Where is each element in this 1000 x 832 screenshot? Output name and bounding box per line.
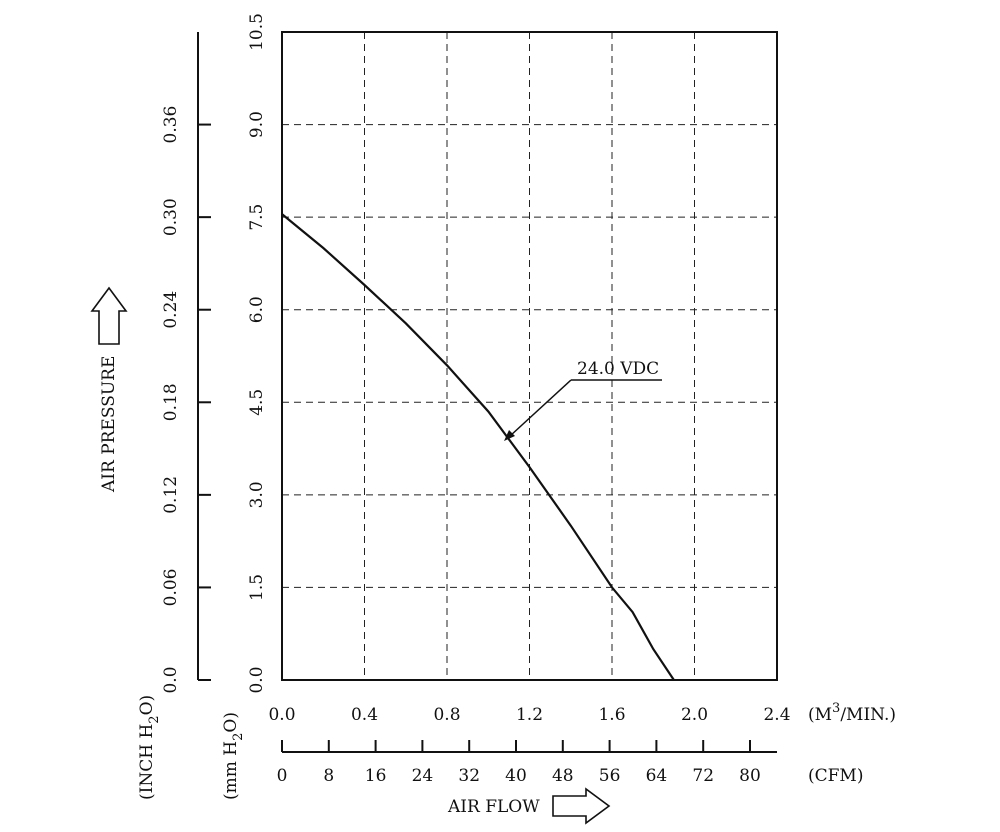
curve-layer	[281, 213, 675, 681]
y-primary-tick-label: 7.5	[247, 204, 267, 231]
x-primary-tick-label: 1.2	[516, 705, 543, 725]
y-primary-tick-label: 9.0	[247, 111, 267, 138]
series-label: 24.0 VDC	[577, 359, 659, 379]
x-secondary-tick-label: 72	[692, 766, 714, 786]
grid-layer	[282, 32, 777, 680]
x-secondary-tick-label: 16	[365, 766, 387, 786]
x-secondary-tick-label: 0	[277, 766, 288, 786]
y-primary-tick-label: 6.0	[247, 296, 267, 323]
y-secondary-tick-label: 0.12	[161, 476, 181, 514]
y-secondary-unit-label: (INCH H2O)	[137, 695, 162, 800]
x-primary-tick-labels: 0.0 0.4 0.8 1.2 1.6 2.0 2.4	[268, 705, 790, 725]
y-axis-title: AIR PRESSURE	[99, 356, 119, 493]
x-secondary-unit-label: (CFM)	[808, 766, 863, 786]
series-line	[281, 213, 675, 681]
plot-frame	[281, 31, 778, 681]
x-axis-title: AIR FLOW	[447, 797, 540, 817]
y-axis-arrow-icon	[90, 286, 128, 345]
y-primary-tick-label: 3.0	[247, 481, 267, 508]
y-primary-unit-label: (mm H2O)	[221, 712, 246, 800]
y-secondary-tick-labels: 0.0 0.06 0.12 0.18 0.24 0.30 0.36	[161, 106, 181, 694]
x-secondary-tick-label: 24	[412, 766, 434, 786]
x-secondary-tick-labels: 0 8 16 24 32 40 48 56 64 72 80	[277, 766, 761, 786]
y-secondary-tick-label: 0.0	[161, 666, 181, 693]
x-secondary-tick-label: 48	[552, 766, 574, 786]
y-primary-tick-label: 10.5	[247, 13, 267, 51]
x-primary-tick-label: 0.8	[433, 705, 460, 725]
x-secondary-tick-label: 56	[599, 766, 621, 786]
y-secondary-tick-label: 0.30	[161, 198, 181, 236]
annotation-leader	[509, 379, 572, 437]
x-primary-unit-label: (M3/MIN.)	[808, 701, 896, 725]
y-primary-tick-label: 0.0	[247, 666, 267, 693]
y-secondary-tick-label: 0.06	[161, 568, 181, 606]
x-secondary-tick-label: 40	[505, 766, 527, 786]
x-axis-arrow-icon	[552, 787, 611, 825]
x-primary-tick-label: 0.4	[351, 705, 378, 725]
y-primary-tick-label: 1.5	[247, 574, 267, 601]
y-primary-tick-label: 4.5	[247, 389, 267, 416]
x-primary-tick-label: 2.0	[681, 705, 708, 725]
y-secondary-tick-label: 0.18	[161, 383, 181, 421]
x-secondary-tick-label: 80	[739, 766, 761, 786]
y-primary-tick-labels: 0.0 1.5 3.0 4.5 6.0 7.5 9.0 10.5	[247, 13, 267, 693]
x-primary-tick-label: 2.4	[763, 705, 790, 725]
y-secondary-tick-label: 0.24	[161, 291, 181, 329]
x-primary-tick-label: 1.6	[598, 705, 625, 725]
annotation-arrowhead	[504, 430, 515, 441]
y-secondary-tick-label: 0.36	[161, 106, 181, 144]
series-annotation: 24.0 VDC	[504, 359, 662, 441]
x-secondary-tick-label: 8	[323, 766, 334, 786]
x-secondary-tick-label: 64	[646, 766, 668, 786]
x-secondary-tick-marks	[281, 740, 751, 752]
x-primary-tick-label: 0.0	[268, 705, 295, 725]
x-secondary-tick-label: 32	[458, 766, 480, 786]
y-secondary-tick-marks	[198, 123, 211, 681]
